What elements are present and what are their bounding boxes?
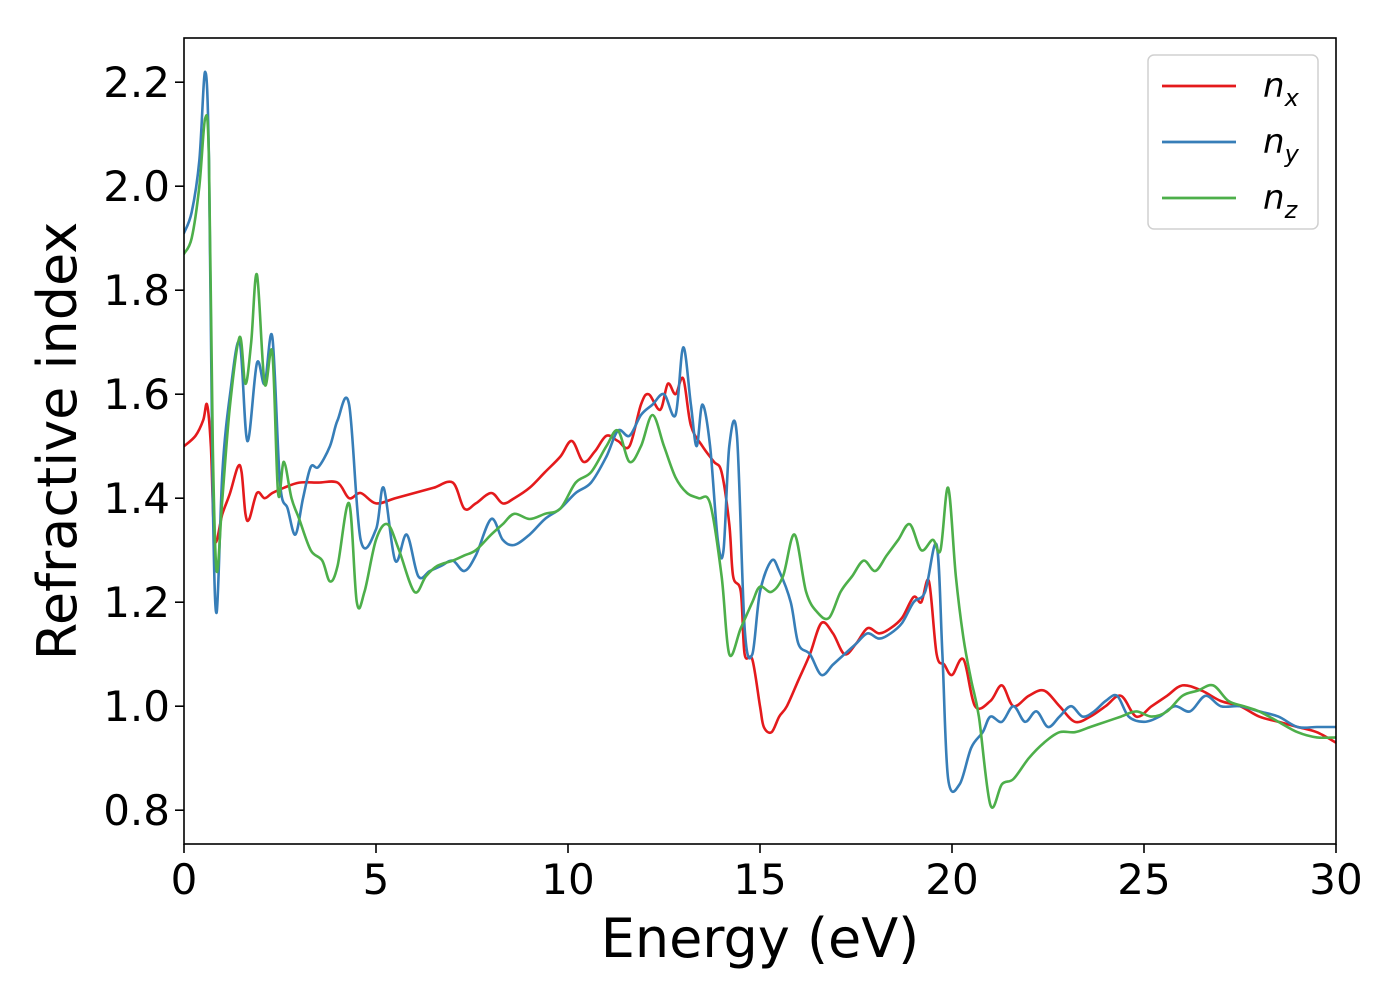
y-tick-label: 2.0 bbox=[103, 162, 170, 211]
x-tick-label: 20 bbox=[925, 855, 978, 904]
y-tick-label: 1.2 bbox=[103, 578, 170, 627]
x-axis-label: Energy (eV) bbox=[601, 907, 920, 970]
x-tick-label: 30 bbox=[1309, 855, 1362, 904]
x-tick-label: 0 bbox=[171, 855, 198, 904]
y-axis-ticks: 0.8 1.0 1.2 1.4 1.6 1.8 2.0 2.2 bbox=[103, 58, 184, 835]
x-axis-ticks: 0 5 10 15 20 25 30 bbox=[171, 844, 1363, 904]
legend-subscript: z bbox=[1284, 196, 1299, 224]
x-tick-label: 5 bbox=[363, 855, 390, 904]
legend-subscript: y bbox=[1284, 140, 1300, 168]
series-layer bbox=[184, 70, 1336, 809]
y-axis-label: Refractive index bbox=[26, 222, 89, 661]
y-tick-label: 1.4 bbox=[103, 474, 170, 523]
y-tick-label: 1.8 bbox=[103, 266, 170, 315]
y-tick-label: 1.0 bbox=[103, 682, 170, 731]
series-line-nz bbox=[184, 114, 1336, 809]
series-line-ny bbox=[184, 70, 1336, 793]
y-tick-label: 0.8 bbox=[103, 786, 170, 835]
y-tick-label: 2.2 bbox=[103, 58, 170, 107]
series-line-nx bbox=[184, 376, 1336, 744]
x-tick-label: 25 bbox=[1117, 855, 1170, 904]
x-tick-label: 15 bbox=[733, 855, 786, 904]
legend-subscript: x bbox=[1284, 84, 1300, 112]
y-tick-label: 1.6 bbox=[103, 370, 170, 419]
x-tick-label: 10 bbox=[541, 855, 594, 904]
